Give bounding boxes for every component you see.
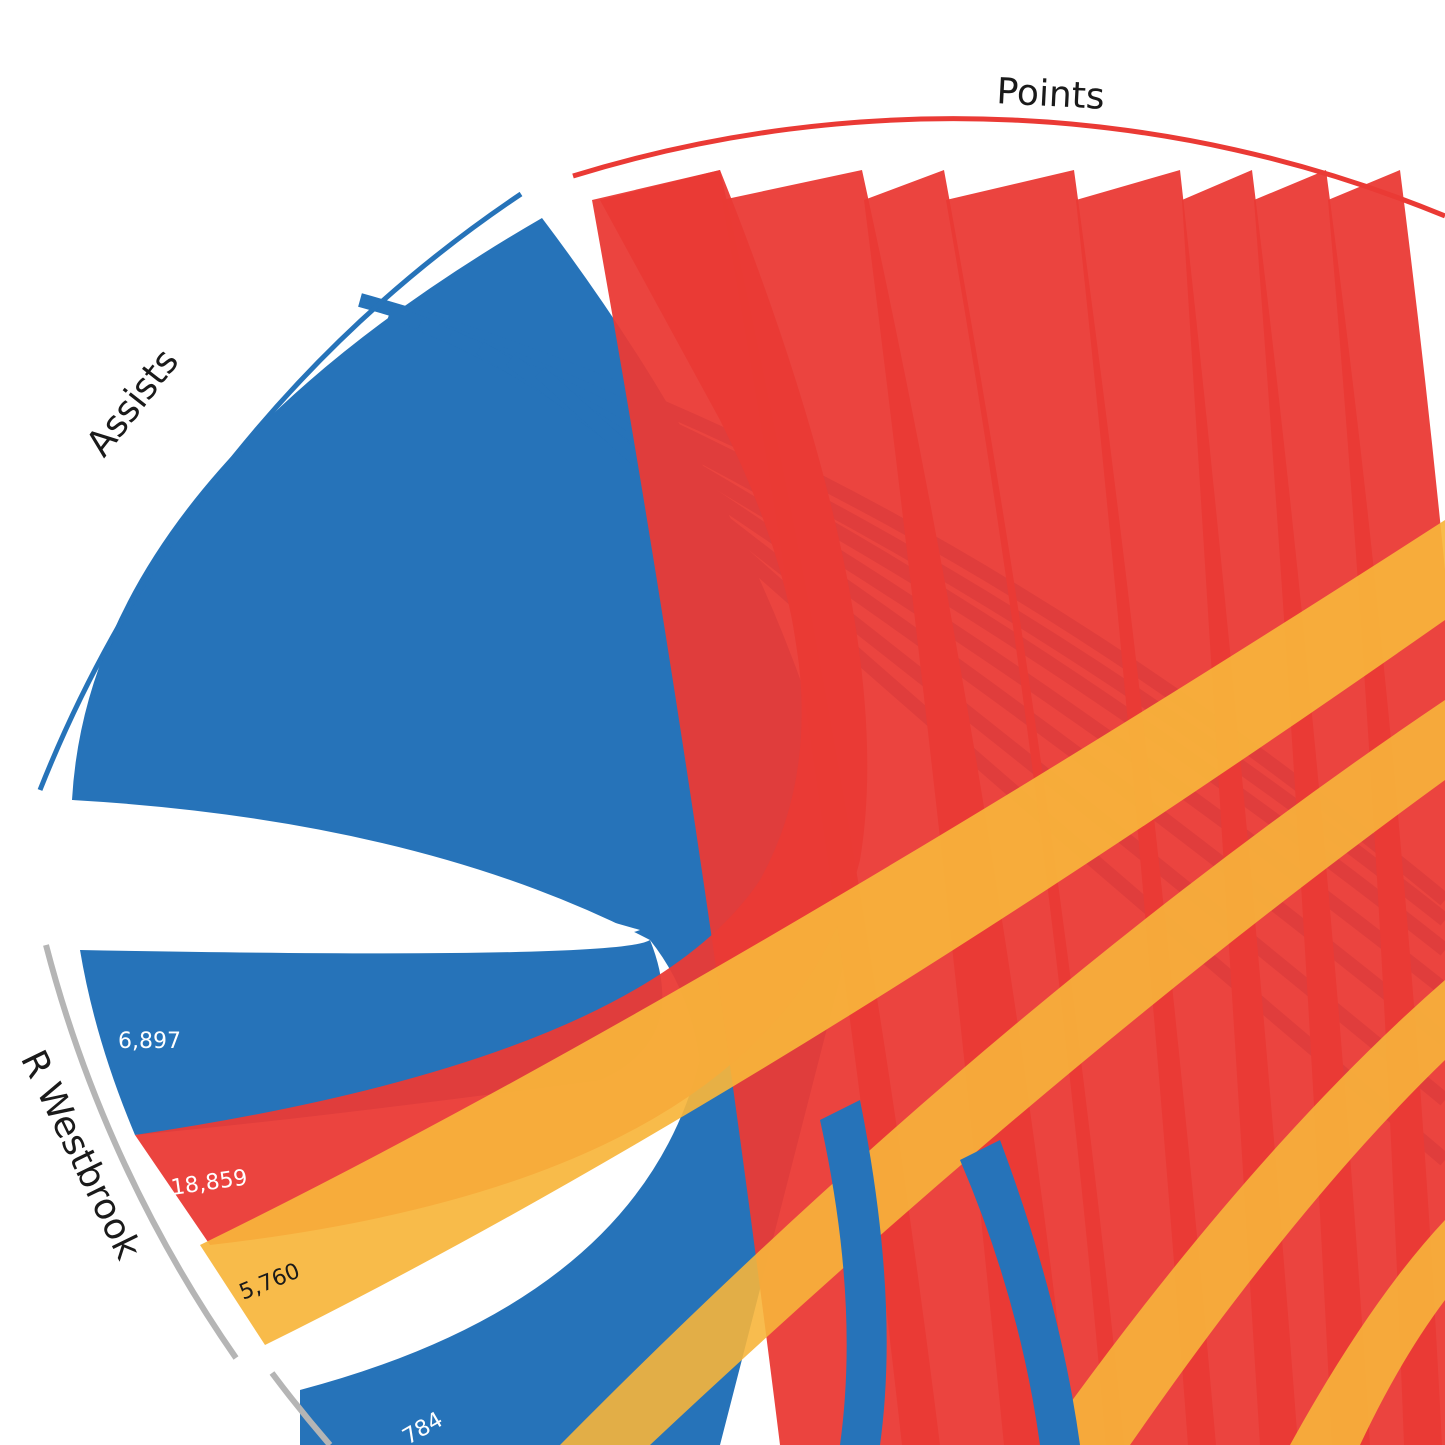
westbrook-assists-value: 6,897 [118,1029,181,1054]
assists-arc [37,191,523,791]
westbrook-rebounds-chord [200,520,1445,1345]
points-arc [572,116,1445,219]
rebounds-ribbon [1290,1220,1445,1445]
assists-strand [820,1100,887,1445]
westbrook-points-chord [135,170,868,1245]
rebounds-ribbon [560,700,1445,1445]
assists-strand [960,1140,1080,1445]
rebounds-ribbon [1040,980,1445,1445]
assists-group-label: Assists [79,342,188,465]
assists-gap [72,800,640,952]
ribbon-layer [72,170,1445,1445]
points-group-label: Points [996,71,1106,118]
arc-layer [37,116,1445,1445]
westbrook-arc [43,944,239,1360]
